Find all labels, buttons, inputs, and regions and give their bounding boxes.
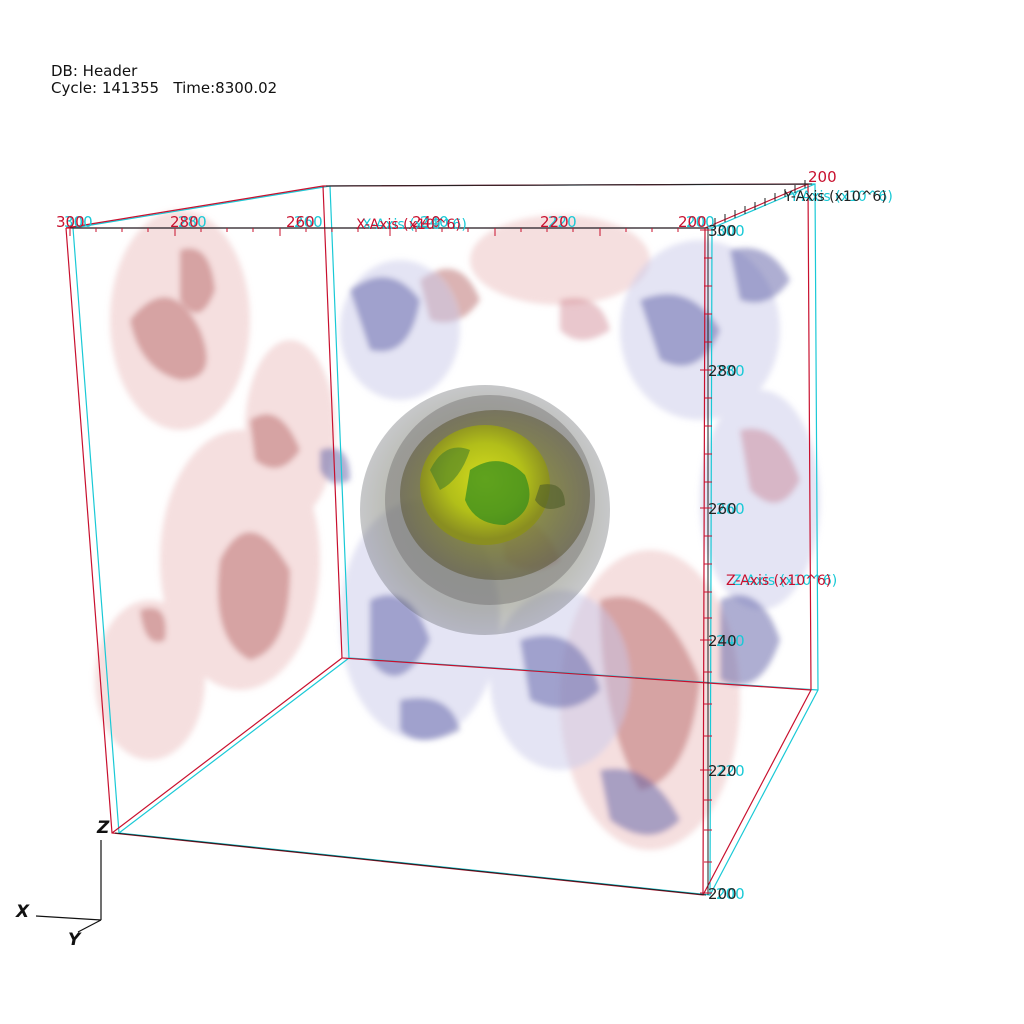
z-tick-label: 220 [708,762,737,780]
cycle-time-label: Cycle: 141355 Time:8300.02 [51,80,277,97]
y-axis-title-cyan: Y-Axis (x10^6) [789,189,893,205]
triad-x-label: X [15,902,30,922]
z-axis-title-cyan: Z-Axis (x10^6) [732,573,837,589]
x-tick-label-cyan: 260 [294,213,323,231]
x-tick-label: 260 [286,213,315,231]
x-tick-label-cyan: 240 [420,213,449,231]
y-axis-title: Y-Axis (x10^6) [783,189,887,205]
x-tick-label-cyan: 220 [548,213,577,231]
x-tick-label: 240 [412,213,441,231]
x-tick-label: 280 [170,213,199,231]
x-tick-label: 200 [678,213,707,231]
y-axis-ticks [714,180,806,226]
z-tick-labels: 300 300 280 280 260 260 240 240 220 220 … [708,222,745,903]
time-label: Time:8300.02 [173,79,278,97]
z-tick-label: 300 [708,222,737,240]
z-tick-label-cyan: 260 [716,500,745,518]
x-axis-title-cyan: X-Axis (x10^6) [362,217,467,233]
z-tick-label-cyan: 280 [716,362,745,380]
z-tick-label: 260 [708,500,737,518]
y-tick-label: 200 [808,168,837,186]
z-axis-title: Z-Axis (x10^6) [726,573,831,589]
x-axis-ticks [69,228,706,236]
z-tick-label-cyan: 240 [716,632,745,650]
x-tick-label-cyan: 280 [178,213,207,231]
triad-y-label: Y [68,930,82,950]
z-tick-label-cyan: 220 [716,762,745,780]
z-tick-label: 280 [708,362,737,380]
z-tick-label: 240 [708,632,737,650]
x-tick-labels: 300 300 280 280 260 260 240 240 220 220 … [56,213,715,231]
orientation-triad: Z X Y [15,818,110,950]
bounding-box-edges [70,183,813,896]
z-axis-ticks [700,229,712,894]
triad-z-label: Z [96,818,110,838]
x-tick-label: 300 [56,213,85,231]
x-tick-label-cyan: 300 [64,213,93,231]
z-tick-label: 200 [708,885,737,903]
z-tick-label-cyan: 200 [716,885,745,903]
x-axis-title: X-Axis (x10^6) [356,217,461,233]
z-tick-label-cyan: 300 [716,222,745,240]
cycle-label: Cycle: 141355 [51,79,160,97]
database-label: DB: Header [51,62,138,80]
x-tick-label: 220 [540,213,569,231]
x-tick-label-cyan: 200 [686,213,715,231]
core-shells [360,385,610,635]
